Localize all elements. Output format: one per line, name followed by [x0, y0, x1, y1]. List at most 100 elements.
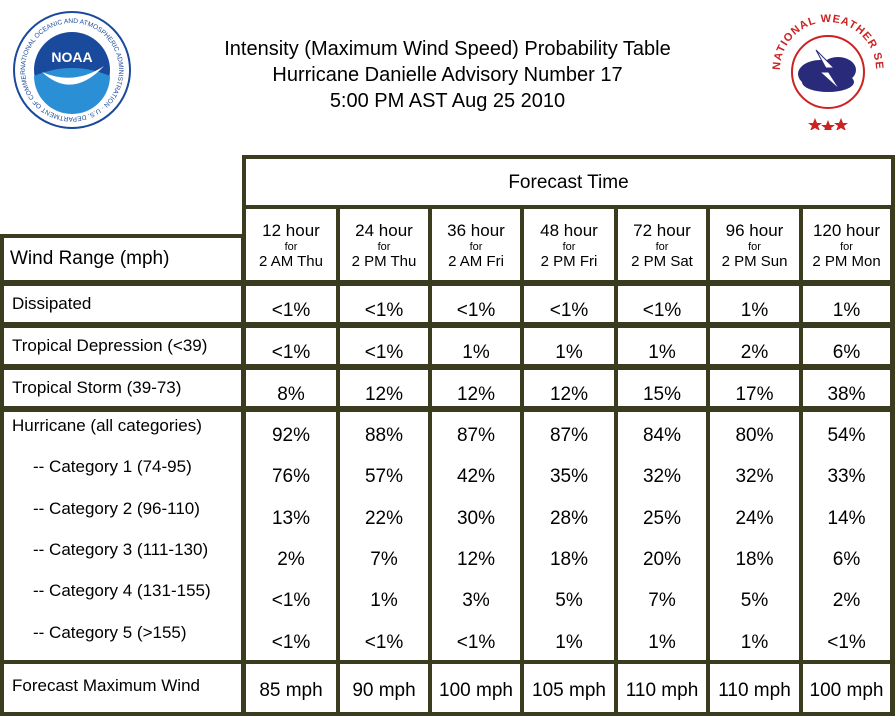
column-time: 2 AM Thu [259, 253, 323, 270]
value-cell [803, 664, 890, 712]
value: 76% [271, 466, 311, 488]
value-cell [432, 664, 520, 712]
value-cell [803, 286, 890, 322]
value: 14% [827, 507, 866, 529]
column-hour: 72 hour [633, 221, 691, 240]
value-cell [524, 286, 614, 322]
value: <1% [271, 590, 311, 612]
column-for: for [284, 241, 298, 253]
value: <1% [549, 300, 589, 321]
value: 54% [827, 425, 866, 446]
value: 5% [740, 590, 769, 612]
value-cell [340, 370, 428, 406]
row-label: -- Category 4 (131-155) [33, 581, 211, 601]
column-hour: 24 hour [355, 221, 413, 240]
value: <1% [364, 631, 404, 653]
value-cell [710, 664, 799, 712]
value: 2% [740, 342, 769, 363]
value: 1% [648, 342, 676, 363]
value: 87% [549, 425, 589, 446]
value: 30% [456, 507, 496, 529]
noaa-logo: NATIONAL OCEANIC AND ATMOSPHERIC ADMINIS… [12, 10, 131, 129]
column-time: 2 PM Thu [351, 253, 417, 270]
column-for: for [748, 241, 761, 253]
value-cell [618, 370, 706, 406]
value: 13% [271, 507, 311, 529]
value: 12% [549, 384, 589, 405]
value: 32% [642, 466, 682, 488]
value: 1% [462, 342, 490, 363]
value-cell [710, 370, 799, 406]
value: 110 mph [718, 680, 791, 701]
value-cell [618, 664, 706, 712]
value: 110 mph [625, 680, 699, 701]
column-time: 2 AM Fri [448, 253, 504, 270]
value: 2% [277, 549, 305, 570]
column-time: 2 PM Mon [812, 253, 881, 270]
title-line-2: Hurricane Danielle Advisory Number 17 [272, 64, 623, 86]
value: 12% [364, 384, 404, 405]
value: 1% [555, 631, 583, 653]
value-cell [340, 412, 428, 660]
column-header: 72 hour for 2 PM Sat [618, 209, 706, 280]
column-time: 2 PM Sat [631, 253, 693, 270]
value-cell [524, 664, 614, 712]
column-time: 2 PM Sun [721, 253, 788, 270]
value-cell [246, 286, 336, 322]
value: <1% [456, 631, 496, 653]
value: 88% [364, 425, 404, 446]
value: <1% [271, 300, 311, 321]
value-cell [803, 412, 890, 660]
value-cell [524, 328, 614, 364]
noaa-logo-text: NOAA [51, 49, 92, 65]
value-cell [340, 664, 428, 712]
value-cell [432, 412, 520, 660]
value-cell [340, 286, 428, 322]
value: 6% [832, 549, 861, 570]
value-cell [618, 286, 706, 322]
value: 1% [648, 631, 676, 653]
value: 33% [827, 466, 866, 488]
column-for: for [562, 241, 576, 253]
row-label: Hurricane (all categories) [12, 416, 202, 435]
value-cell [246, 370, 336, 406]
row-label: Tropical Depression (<39) [12, 336, 208, 355]
column-for: for [655, 241, 669, 253]
value-cell [432, 286, 520, 322]
value-cell [618, 412, 706, 660]
value: <1% [456, 300, 496, 321]
value: 7% [648, 590, 676, 612]
row-label-cell [4, 370, 241, 406]
value: <1% [827, 631, 866, 653]
column-time: 2 PM Fri [540, 253, 598, 270]
column-hour: 36 hour [447, 221, 505, 240]
value: 28% [549, 507, 589, 529]
value: 1% [832, 300, 861, 321]
column-hour: 120 hour [812, 221, 881, 240]
row-label: -- Category 5 (>155) [33, 622, 187, 642]
column-header: 36 hour for 2 AM Fri [432, 209, 520, 280]
value: 1% [740, 631, 769, 653]
value: 105 mph [532, 680, 606, 701]
column-hour: 96 hour [725, 221, 784, 240]
value: <1% [364, 300, 404, 321]
value: 17% [735, 384, 774, 405]
row-label: Dissipated [12, 294, 92, 313]
value: 1% [555, 342, 583, 363]
title-line-3: 5:00 PM AST Aug 25 2010 [329, 90, 566, 112]
value: 6% [832, 342, 861, 363]
column-hour: 12 hour [262, 221, 320, 240]
row-label-cell [4, 412, 241, 660]
value: <1% [271, 631, 311, 653]
value: 85 mph [259, 680, 323, 701]
row-label: Tropical Storm (39-73) [12, 378, 182, 397]
column-for: for [377, 241, 391, 253]
value: 92% [271, 425, 311, 446]
column-header: 24 hour for 2 PM Thu [340, 209, 428, 280]
value: 80% [735, 425, 774, 446]
value-cell [803, 328, 890, 364]
column-hour: 48 hour [540, 221, 598, 240]
value: 90 mph [352, 680, 416, 701]
page-header: NATIONAL OCEANIC AND ATMOSPHERIC ADMINIS… [0, 0, 895, 150]
value: 5% [555, 590, 583, 612]
